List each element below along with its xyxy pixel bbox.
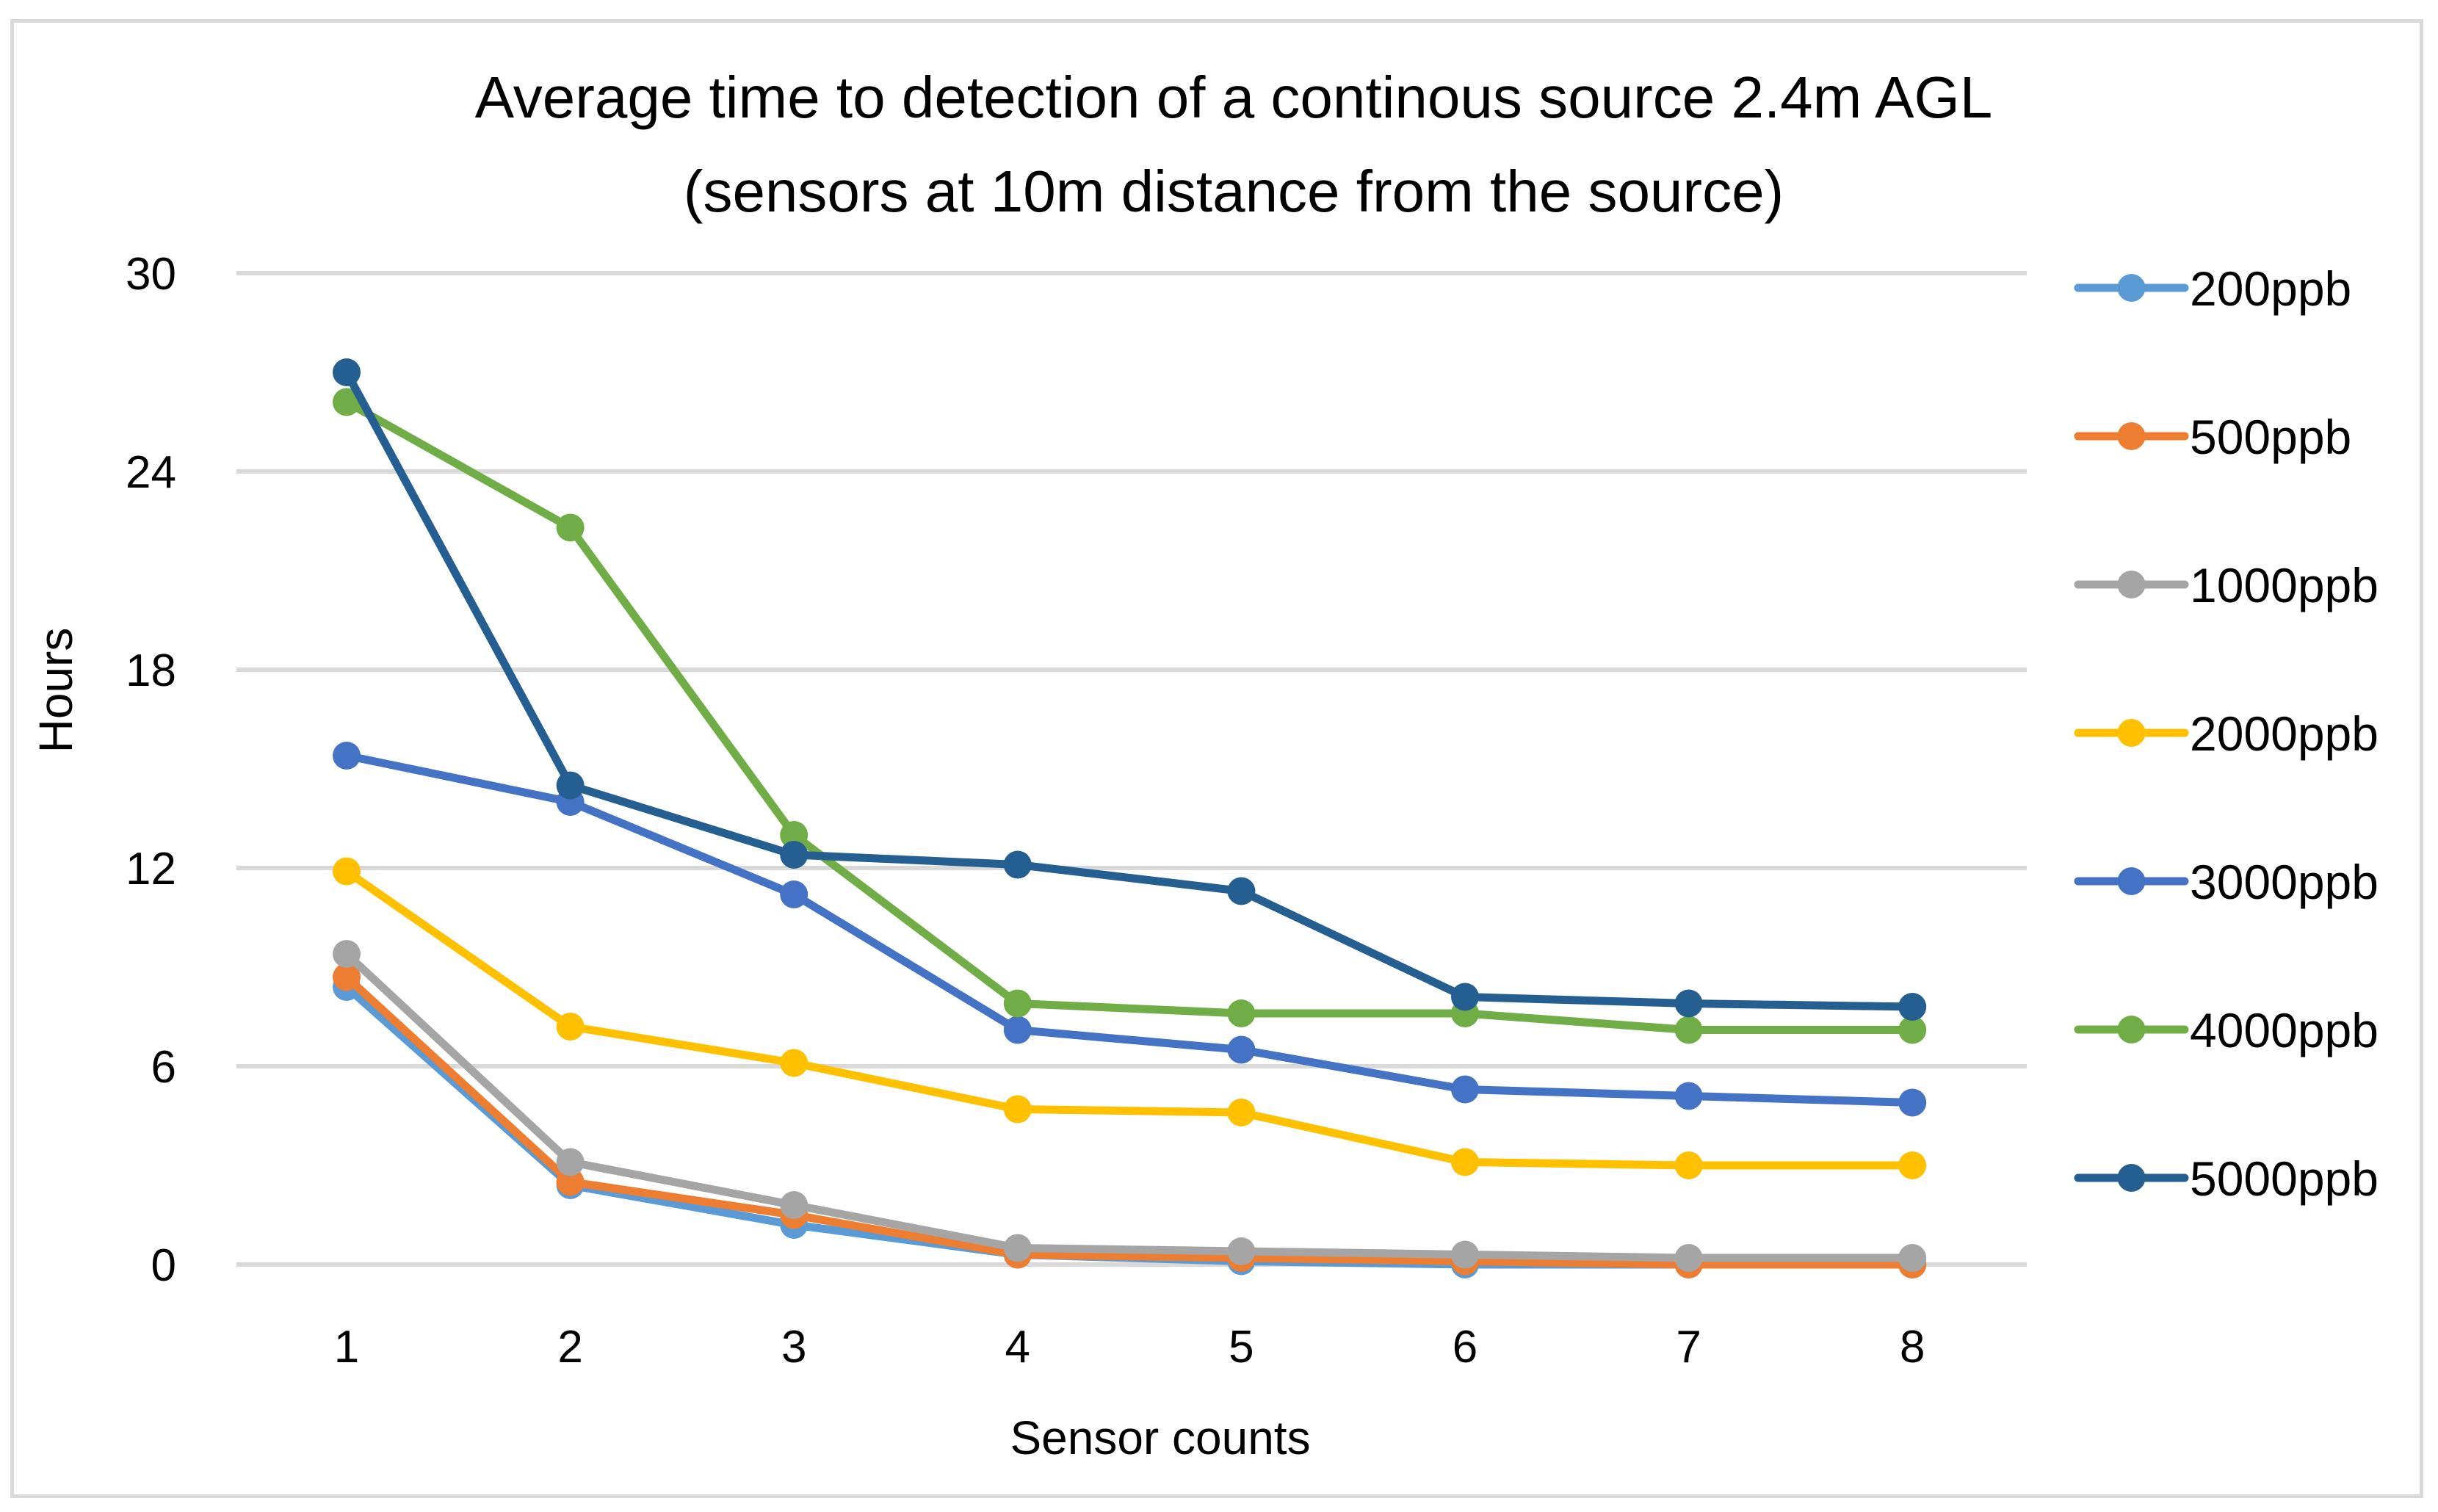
data-point bbox=[780, 880, 809, 908]
y-tick-label: 30 bbox=[126, 249, 176, 300]
data-point bbox=[556, 1168, 585, 1196]
data-point bbox=[780, 1049, 809, 1077]
data-point bbox=[1451, 983, 1479, 1011]
y-tick-label: 18 bbox=[126, 645, 176, 696]
data-point bbox=[556, 513, 585, 542]
data-point bbox=[1451, 1075, 1479, 1104]
x-tick-label: 6 bbox=[1453, 1322, 1477, 1372]
series-4000ppb bbox=[333, 388, 1927, 1044]
legend-label: 500ppb bbox=[2190, 410, 2351, 464]
series-5000ppb bbox=[333, 358, 1927, 1021]
legend-label: 3000ppb bbox=[2190, 855, 2379, 909]
data-point bbox=[1003, 989, 1032, 1018]
legend-marker bbox=[2117, 422, 2146, 450]
data-point bbox=[1898, 1151, 1927, 1179]
data-point bbox=[1898, 1088, 1927, 1117]
data-point bbox=[1227, 1099, 1256, 1126]
data-point bbox=[1451, 1148, 1479, 1176]
data-point bbox=[1003, 1016, 1032, 1044]
series-lines bbox=[333, 358, 1927, 1278]
legend-item-2000ppb: 2000ppb bbox=[2074, 706, 2379, 761]
legend-label: 5000ppb bbox=[2190, 1151, 2379, 1206]
series-line bbox=[342, 368, 1917, 1011]
x-tick-label: 4 bbox=[1005, 1322, 1030, 1372]
data-point bbox=[556, 771, 585, 800]
legend: 200ppb 500ppb 1000ppb 2000ppb 3000ppb 4000ppb… bbox=[2074, 261, 2379, 1206]
x-tick-label: 3 bbox=[781, 1322, 806, 1372]
chart-title-line-1: Average time to detection of a continous… bbox=[475, 65, 1992, 130]
data-point bbox=[1674, 1016, 1703, 1044]
data-point bbox=[1003, 1234, 1032, 1262]
data-point bbox=[556, 1148, 585, 1176]
data-point bbox=[1451, 1240, 1479, 1269]
x-axis-label: Sensor counts bbox=[1010, 1411, 1310, 1464]
data-point bbox=[1674, 1082, 1703, 1110]
legend-item-4000ppb: 4000ppb bbox=[2074, 1003, 2379, 1057]
legend-item-200ppb: 200ppb bbox=[2074, 261, 2351, 316]
series-2000ppb bbox=[333, 857, 1927, 1179]
legend-marker bbox=[2117, 1016, 2146, 1043]
legend-marker bbox=[2117, 274, 2146, 302]
y-tick-label: 0 bbox=[151, 1240, 176, 1291]
data-point bbox=[333, 940, 361, 968]
series-line bbox=[342, 949, 1917, 1262]
legend-label: 2000ppb bbox=[2190, 706, 2379, 761]
x-tick-label: 1 bbox=[334, 1322, 359, 1372]
data-point bbox=[1674, 1151, 1703, 1179]
series-line bbox=[342, 751, 1917, 1107]
data-point bbox=[333, 963, 361, 991]
legend-item-3000ppb: 3000ppb bbox=[2074, 855, 2379, 909]
series-line bbox=[342, 398, 1917, 1034]
data-point bbox=[1898, 993, 1927, 1021]
data-point bbox=[333, 358, 361, 386]
legend-marker bbox=[2117, 1164, 2146, 1192]
legend-label: 1000ppb bbox=[2190, 558, 2379, 612]
data-point bbox=[1898, 1016, 1927, 1044]
x-tick-label: 5 bbox=[1229, 1322, 1254, 1372]
data-point bbox=[780, 1191, 809, 1219]
gridlines bbox=[236, 271, 2027, 1267]
legend-item-5000ppb: 5000ppb bbox=[2074, 1151, 2379, 1206]
data-point bbox=[556, 1013, 585, 1041]
data-point bbox=[1227, 1035, 1256, 1064]
x-tick-label: 8 bbox=[1900, 1322, 1925, 1372]
data-point bbox=[1003, 1095, 1032, 1124]
y-tick-label: 12 bbox=[126, 844, 176, 894]
data-point bbox=[1227, 1237, 1256, 1265]
legend-label: 200ppb bbox=[2190, 261, 2351, 316]
chart-title-line-2: (sensors at 10m distance from the source… bbox=[684, 159, 1784, 224]
x-tick-label: 7 bbox=[1676, 1322, 1701, 1372]
legend-label: 4000ppb bbox=[2190, 1003, 2379, 1057]
data-point bbox=[1227, 877, 1256, 905]
data-point bbox=[1898, 1244, 1927, 1272]
legend-marker bbox=[2117, 867, 2146, 895]
y-axis-label: Hours bbox=[29, 628, 82, 753]
series-line bbox=[342, 973, 1917, 1269]
data-point bbox=[333, 742, 361, 770]
y-tick-label: 24 bbox=[126, 447, 176, 498]
data-point bbox=[333, 388, 361, 416]
legend-item-1000ppb: 1000ppb bbox=[2074, 558, 2379, 612]
data-point bbox=[780, 841, 809, 869]
y-tick-label: 6 bbox=[151, 1042, 176, 1093]
data-point bbox=[333, 857, 361, 886]
data-point bbox=[780, 821, 809, 849]
legend-marker bbox=[2117, 719, 2146, 747]
data-point bbox=[1227, 999, 1256, 1027]
data-point bbox=[1003, 850, 1032, 879]
data-point bbox=[1674, 989, 1703, 1018]
series-1000ppb bbox=[333, 940, 1927, 1272]
series-line bbox=[342, 867, 1917, 1170]
data-point bbox=[1674, 1244, 1703, 1272]
legend-item-500ppb: 500ppb bbox=[2074, 410, 2351, 464]
x-tick-label: 2 bbox=[557, 1322, 582, 1372]
legend-marker bbox=[2117, 571, 2146, 598]
